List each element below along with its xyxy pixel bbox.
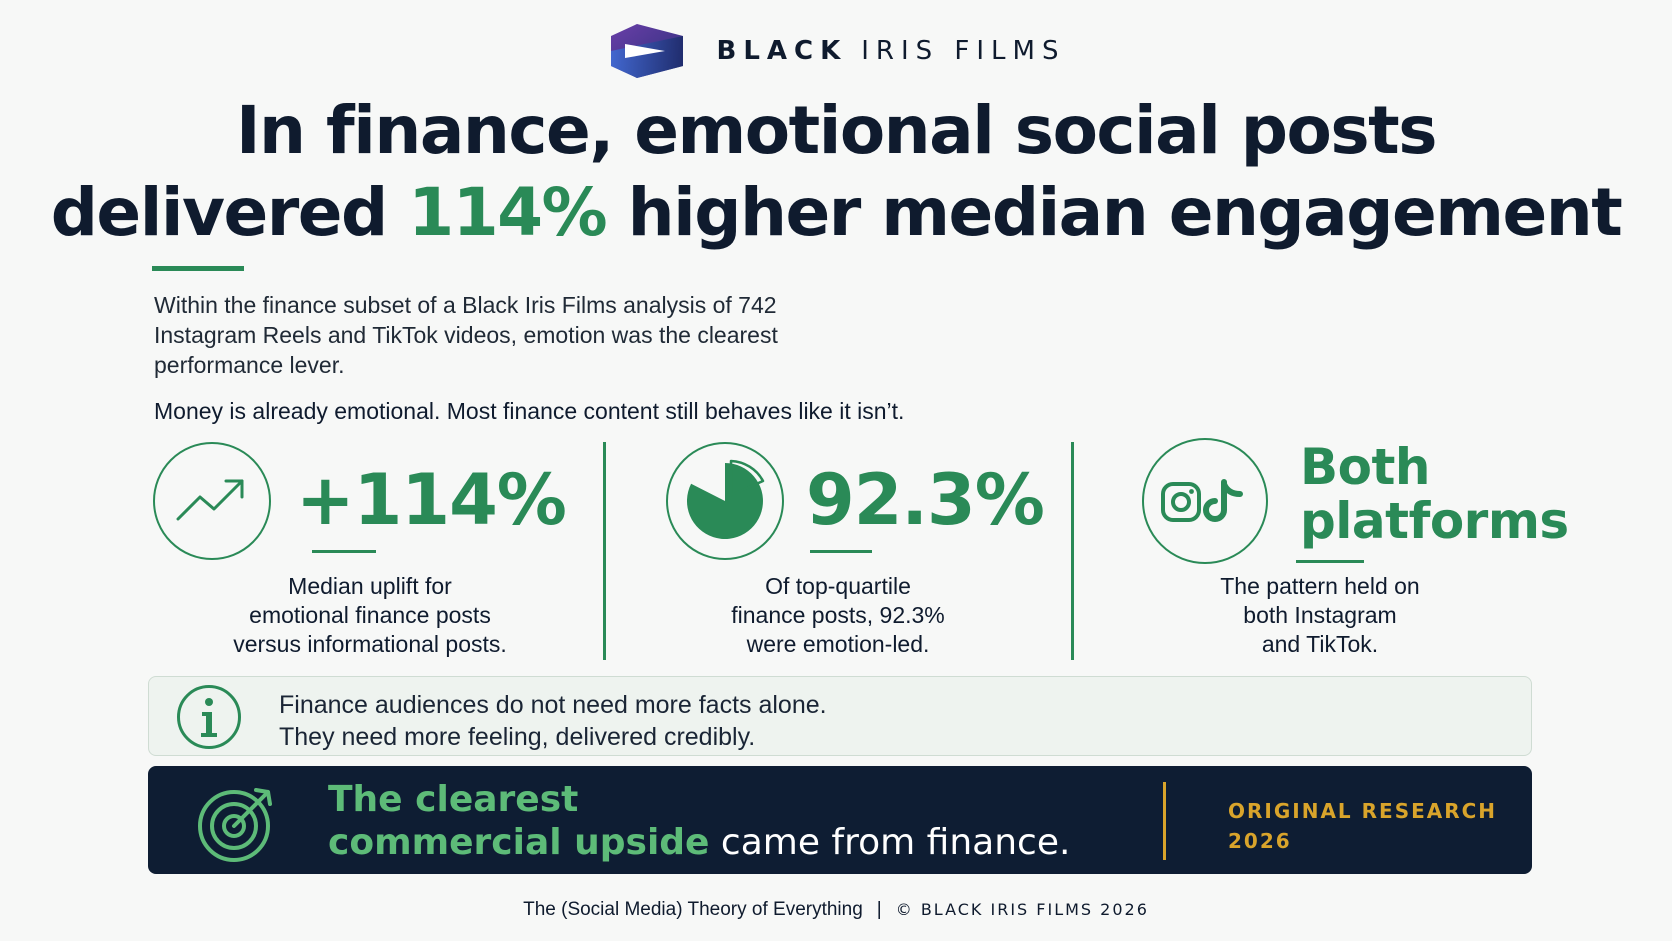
banner-rest: came from finance. [720, 822, 1071, 863]
headline-accent-value: 114% [408, 174, 607, 251]
headline-line-2-post: higher median engagement [627, 174, 1623, 251]
caption-line: both Instagram [1243, 602, 1397, 628]
intro-line-3: performance lever. [154, 352, 345, 378]
trend-up-icon [153, 442, 271, 560]
target-icon [198, 788, 272, 862]
caption-line: The pattern held on [1220, 573, 1420, 599]
callout-line-2: They need more feeling, delivered credib… [279, 723, 756, 751]
footer: The (Social Media) Theory of Everything |… [0, 898, 1672, 921]
research-tag-line-1: ORIGINAL RESEARCH [1228, 799, 1498, 823]
stat-divider [1071, 442, 1074, 660]
banner-divider [1163, 782, 1166, 860]
platform-icons [1142, 438, 1268, 564]
stat-uplift: +114% Median uplift for emotional financ… [150, 440, 590, 660]
page-title: In finance, emotional social posts deliv… [0, 90, 1672, 254]
conclusion-banner: The clearest commercial upside came from… [148, 766, 1532, 874]
headline-line-2: delivered 114% higher median engagement [0, 172, 1672, 254]
black-iris-logo-icon [610, 24, 683, 78]
banner-statement: The clearest commercial upside came from… [328, 778, 1070, 864]
stat-platforms-rule [1296, 560, 1364, 563]
info-callout: Finance audiences do not need more facts… [148, 676, 1532, 756]
stat-uplift-rule [312, 550, 376, 553]
callout-text: Finance audiences do not need more facts… [279, 689, 827, 753]
intro-line-1: Within the finance subset of a Black Iri… [154, 292, 777, 318]
stat-platforms-value-line-2: platforms [1300, 492, 1569, 550]
research-tag-year: 2026 [1228, 829, 1292, 853]
stat-uplift-caption: Median uplift for emotional finance post… [150, 572, 590, 659]
stat-top-quartile-rule [810, 550, 872, 553]
info-icon [177, 685, 241, 749]
pie-chart-icon [666, 442, 784, 560]
stat-platforms-value: Both platforms [1300, 440, 1569, 548]
brand-header: BLACK IRIS FILMS [0, 22, 1672, 80]
stat-platforms: Both platforms The pattern held on both … [1100, 438, 1569, 660]
caption-line: were emotion-led. [746, 631, 930, 657]
lede-statement: Money is already emotional. Most finance… [154, 398, 905, 424]
footer-separator: | [876, 899, 882, 920]
stat-platforms-caption: The pattern held on both Instagram and T… [1100, 572, 1540, 659]
stat-platforms-value-line-1: Both [1300, 438, 1430, 496]
instagram-icon [1161, 482, 1201, 522]
brand-name-bold: BLACK [716, 36, 848, 66]
stat-divider [603, 442, 606, 660]
intro-paragraph: Within the finance subset of a Black Iri… [154, 290, 914, 380]
callout-line-1: Finance audiences do not need more facts… [279, 691, 827, 719]
caption-line: Median uplift for [288, 573, 452, 599]
footer-copyright: © BLACK IRIS FILMS 2026 [895, 900, 1149, 919]
stat-uplift-value: +114% [296, 459, 567, 541]
stat-top-quartile-caption: Of top-quartile finance posts, 92.3% wer… [628, 572, 1048, 659]
caption-line: versus informational posts. [233, 631, 507, 657]
stat-top-quartile: 92.3% Of top-quartile finance posts, 92.… [628, 440, 1048, 660]
caption-line: finance posts, 92.3% [731, 602, 945, 628]
caption-line: and TikTok. [1261, 631, 1379, 657]
headline-line-1: In finance, emotional social posts [235, 92, 1438, 169]
research-tag: ORIGINAL RESEARCH 2026 [1228, 796, 1497, 856]
footer-title: The (Social Media) Theory of Everything [523, 899, 863, 920]
headline-line-2-pre: delivered [50, 174, 389, 251]
stat-top-quartile-value: 92.3% [806, 459, 1045, 541]
caption-line: Of top-quartile [765, 573, 911, 599]
banner-highlight-1: The clearest [328, 779, 579, 820]
brand-name-light: IRIS FILMS [861, 36, 1066, 66]
brand-wordmark: BLACK IRIS FILMS [717, 36, 1066, 66]
intro-line-2: Instagram Reels and TikTok videos, emoti… [154, 322, 778, 348]
headline-rule [152, 266, 244, 271]
caption-line: emotional finance posts [249, 602, 491, 628]
tiktok-icon [1203, 479, 1243, 522]
banner-highlight-2: commercial upside [328, 822, 710, 863]
